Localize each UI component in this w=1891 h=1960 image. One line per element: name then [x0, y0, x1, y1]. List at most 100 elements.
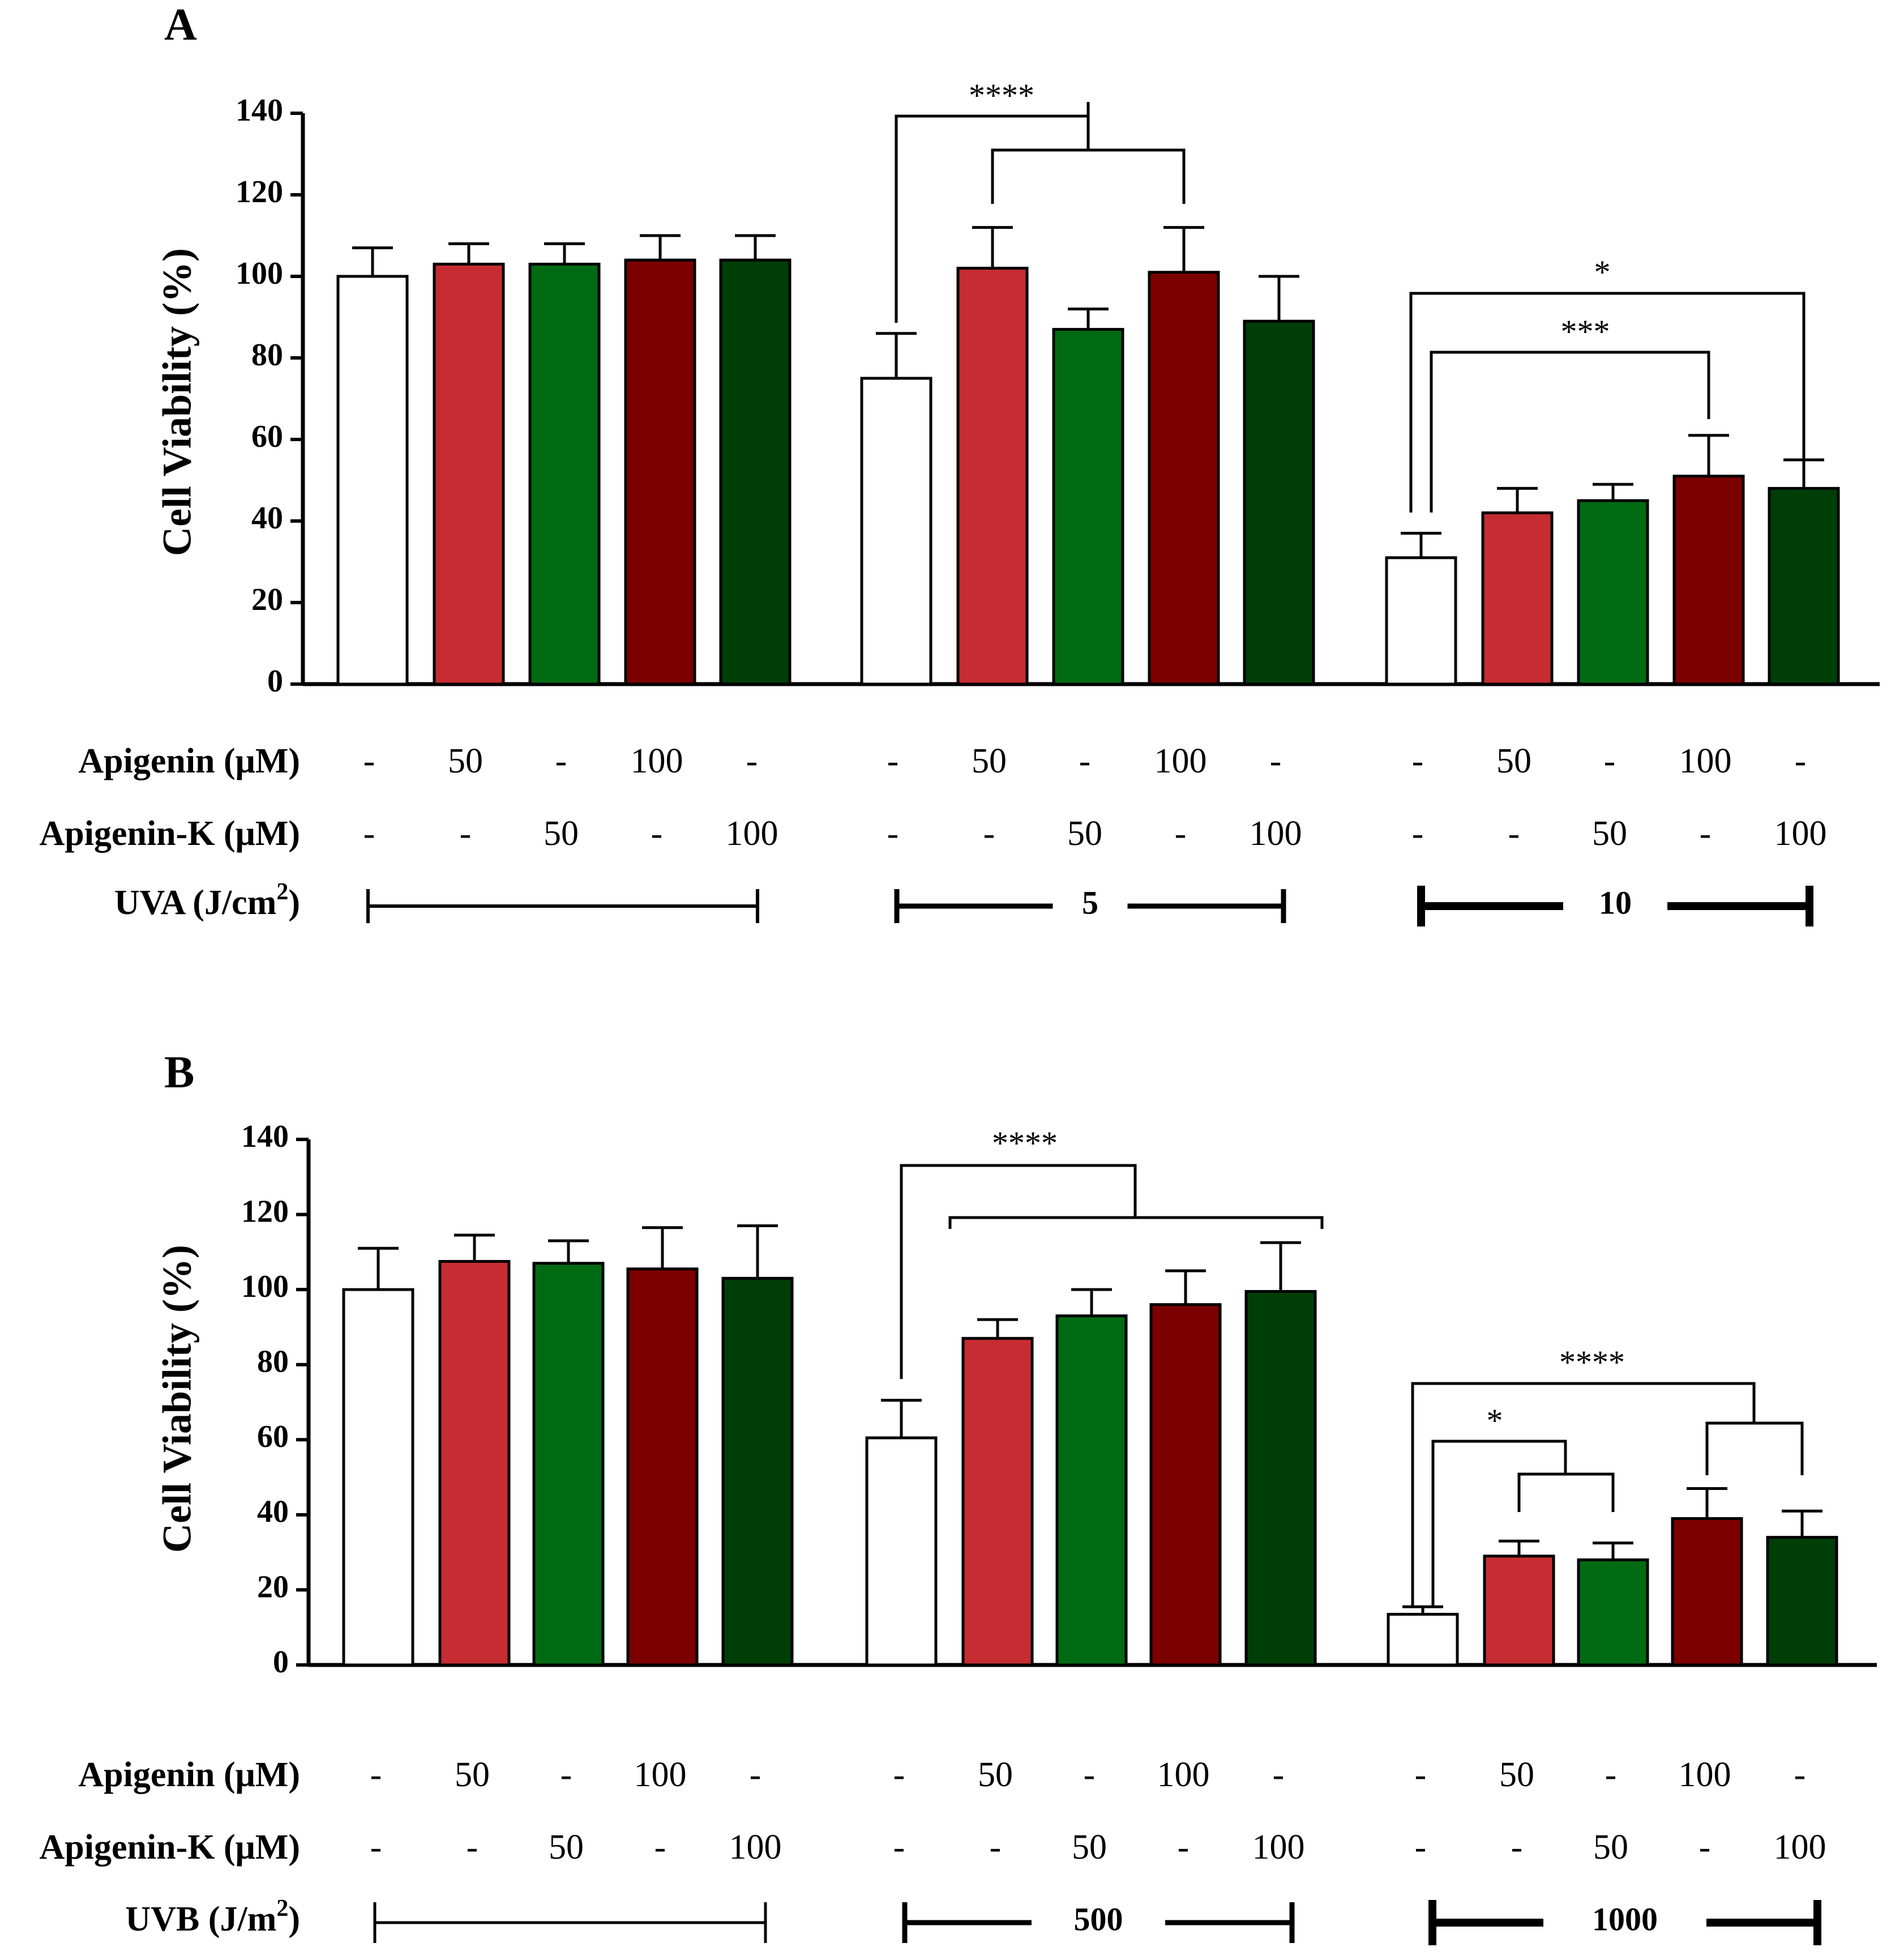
row-cell: - — [1412, 814, 1424, 853]
significance-bracket — [1705, 1421, 1804, 1475]
row-cell: - — [1795, 742, 1807, 780]
row-cell: 50 — [544, 814, 579, 853]
bar — [1768, 486, 1840, 686]
y-tick-label: 140 — [241, 1119, 289, 1154]
significance-bracket — [900, 1164, 1137, 1379]
row-cell: 100 — [1679, 742, 1732, 780]
irradiation-label: UVB (J/m2) — [125, 1895, 300, 1939]
dose-label: 500 — [1074, 1901, 1123, 1937]
row-cell: - — [750, 1756, 761, 1794]
row-cell: 100 — [1679, 1756, 1731, 1794]
row-cell: - — [1412, 742, 1424, 780]
row-cell: - — [1178, 1828, 1190, 1867]
bar — [1385, 556, 1457, 686]
bar — [1052, 328, 1124, 686]
row-cell: - — [887, 814, 899, 853]
row-cell: - — [1270, 742, 1282, 780]
significance-bracket — [948, 1216, 1324, 1229]
row-cell: 100 — [1154, 742, 1207, 780]
bar — [1387, 1613, 1459, 1667]
row-cell: - — [1699, 1828, 1711, 1867]
y-axis-label: Cell Viability (%) — [155, 248, 200, 556]
row-cell: - — [1604, 742, 1616, 780]
significance-bracket — [1517, 1472, 1615, 1512]
y-tick-label: 120 — [236, 174, 283, 210]
y-tick-label: 40 — [257, 1494, 289, 1530]
row-cell: 100 — [1250, 814, 1302, 853]
significance-bracket — [991, 116, 1186, 204]
row-cell: - — [746, 742, 758, 780]
dose-label: 5 — [1082, 884, 1098, 921]
row-cell: 100 — [631, 742, 683, 780]
bar — [528, 262, 601, 686]
row-cell: - — [363, 742, 375, 780]
row-cell: - — [1508, 814, 1520, 853]
row-cell: 50 — [1067, 814, 1102, 853]
irradiation-label: UVA (J/cm2) — [114, 879, 300, 923]
row-cell: 50 — [455, 1756, 490, 1794]
bar — [1481, 511, 1554, 686]
y-tick-label: 80 — [257, 1344, 289, 1380]
significance-label: *** — [1561, 313, 1610, 350]
bar — [1577, 1558, 1649, 1667]
y-tick-label: 140 — [236, 93, 283, 128]
row-cell: 50 — [1593, 1828, 1628, 1867]
bar — [860, 377, 932, 686]
row-cell: 100 — [634, 1756, 687, 1794]
row-cell: - — [887, 742, 899, 780]
y-tick-label: 0 — [267, 664, 283, 699]
row-cell: - — [467, 1828, 478, 1867]
row-cell: 50 — [1592, 814, 1627, 853]
row-label: Apigenin-K (μM) — [39, 814, 300, 853]
row-cell: - — [654, 1828, 666, 1867]
significance-label: **** — [1559, 1344, 1625, 1381]
bar — [961, 1336, 1034, 1667]
bar — [1055, 1314, 1128, 1667]
row-cell: 50 — [972, 742, 1007, 780]
row-cell: - — [460, 814, 472, 853]
row-cell: 100 — [1157, 1756, 1210, 1794]
panel-letter: B — [164, 1048, 194, 1098]
significance-label: * — [1487, 1402, 1503, 1439]
row-cell: - — [1175, 814, 1187, 853]
significance-bracket — [1409, 292, 1806, 513]
bar — [342, 1288, 414, 1667]
bar — [1483, 1555, 1555, 1667]
row-cell: - — [990, 1828, 1002, 1867]
dose-label: 10 — [1599, 884, 1632, 921]
bar — [719, 258, 792, 686]
row-cell: 100 — [1774, 814, 1827, 853]
y-tick-label: 120 — [241, 1194, 289, 1229]
row-cell: - — [1273, 1756, 1285, 1794]
y-tick-label: 20 — [257, 1569, 289, 1604]
bar — [626, 1267, 699, 1667]
y-tick-label: 100 — [241, 1269, 289, 1304]
row-cell: - — [370, 1756, 382, 1794]
row-cell: 50 — [978, 1756, 1013, 1794]
bar — [721, 1276, 794, 1667]
y-tick-label: 20 — [251, 582, 283, 617]
bar — [865, 1436, 938, 1667]
y-tick-label: 40 — [251, 501, 283, 536]
row-cell: 50 — [448, 742, 483, 780]
y-axis-label: Cell Viability (%) — [155, 1245, 200, 1553]
row-label: Apigenin (μM) — [78, 742, 300, 780]
bar — [1671, 1517, 1743, 1667]
bar — [532, 1262, 605, 1667]
significance-bracket — [1431, 1440, 1567, 1605]
row-cell: - — [1511, 1828, 1523, 1867]
bar — [1244, 1289, 1317, 1667]
row-cell: - — [1084, 1756, 1096, 1794]
bar — [336, 275, 409, 686]
bar — [433, 262, 505, 686]
significance-label: * — [1594, 254, 1611, 291]
row-cell: - — [1794, 1756, 1806, 1794]
row-label: Apigenin-K (μM) — [39, 1828, 300, 1867]
dose-label: 1000 — [1592, 1901, 1658, 1937]
significance-label: **** — [992, 1125, 1058, 1162]
bar — [1149, 1303, 1222, 1667]
y-tick-label: 60 — [257, 1419, 289, 1454]
row-cell: - — [1700, 814, 1712, 853]
row-cell: 100 — [1774, 1828, 1826, 1867]
